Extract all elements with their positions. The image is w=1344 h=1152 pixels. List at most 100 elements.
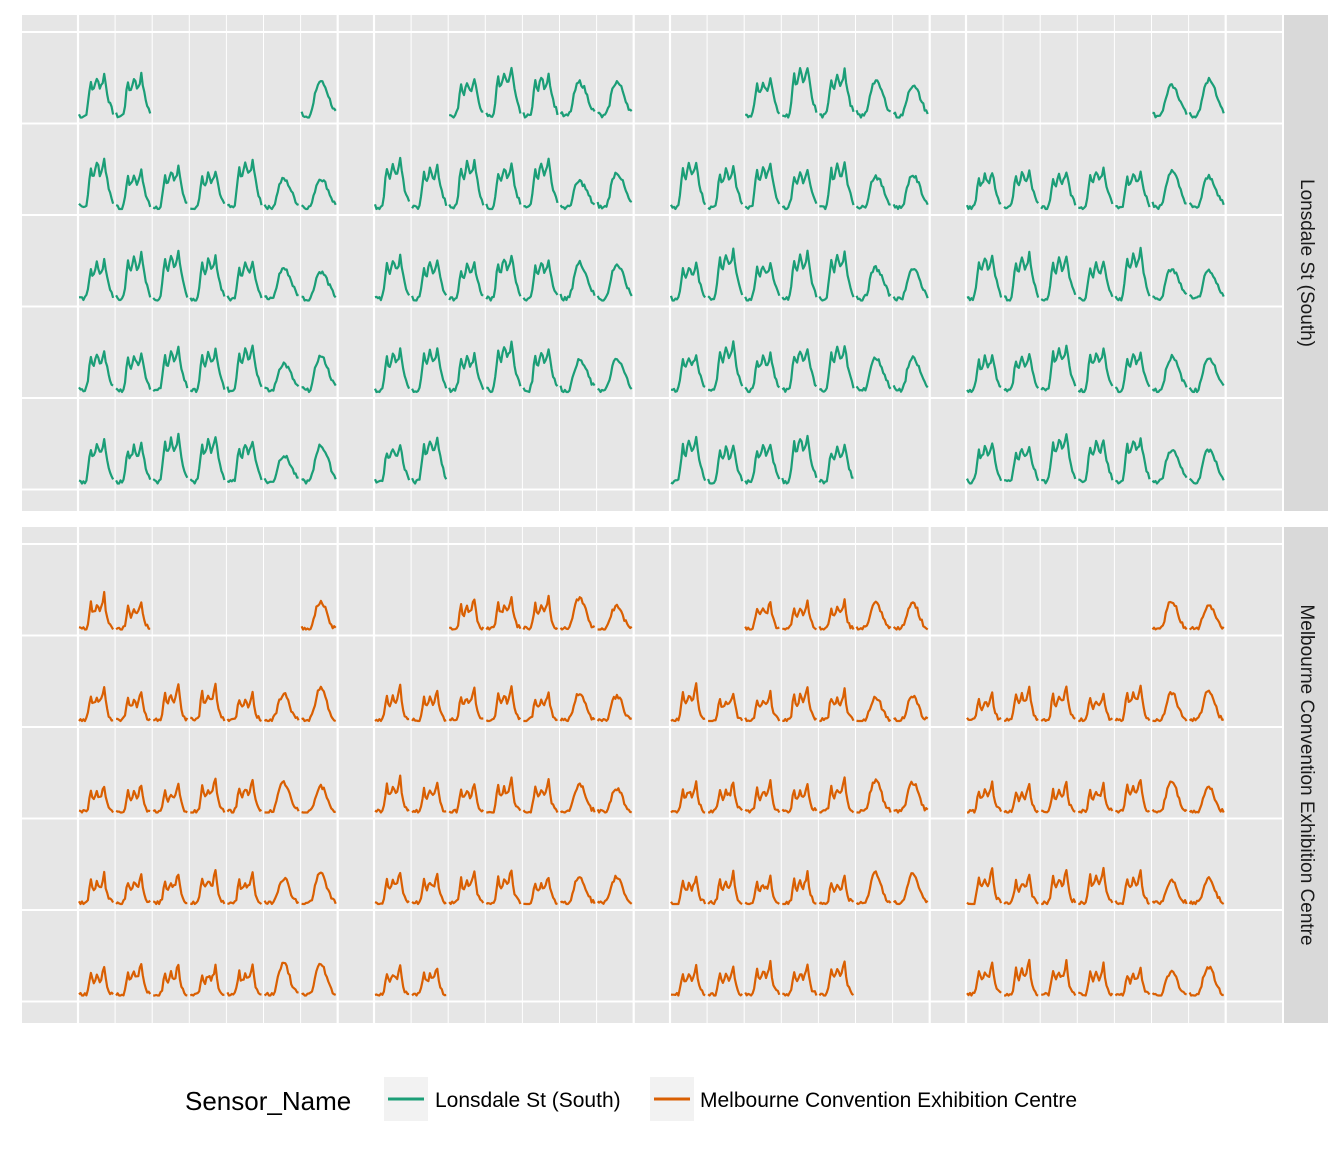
series-line-day bbox=[411, 259, 448, 302]
series-line-day bbox=[893, 780, 929, 814]
series-line-day bbox=[152, 683, 189, 723]
series-line-day bbox=[1114, 246, 1151, 302]
series-line-day bbox=[486, 340, 522, 394]
series-line-day bbox=[559, 79, 596, 118]
series-line-day bbox=[115, 962, 152, 997]
series-line-day bbox=[707, 247, 744, 301]
series-line-day bbox=[115, 873, 151, 906]
series-line-day bbox=[373, 347, 411, 394]
series-line-day bbox=[374, 253, 411, 302]
series-line-day bbox=[300, 599, 337, 631]
series-line-day bbox=[78, 438, 115, 485]
series-line-day bbox=[189, 682, 226, 722]
series-line-day bbox=[226, 778, 263, 814]
series-line-day bbox=[744, 162, 781, 210]
series-line-day bbox=[1077, 166, 1114, 211]
series-line-day bbox=[189, 347, 226, 394]
series-line-day bbox=[448, 598, 485, 631]
series-line-day bbox=[374, 964, 410, 997]
series-line-day bbox=[966, 780, 1003, 814]
series-line-day bbox=[485, 595, 522, 631]
series-line-day bbox=[597, 603, 633, 631]
series-line-day bbox=[78, 685, 114, 723]
series-line-day bbox=[373, 156, 411, 211]
series-line-day bbox=[596, 693, 633, 723]
series-line-day bbox=[1003, 873, 1039, 906]
series-line-day bbox=[190, 170, 226, 211]
series-line-day bbox=[781, 348, 818, 393]
legend-label-lonsdale: Lonsdale St (South) bbox=[435, 1089, 621, 1112]
series-line-day bbox=[708, 692, 744, 723]
series-line-day bbox=[263, 961, 299, 997]
series-line-day bbox=[523, 157, 559, 209]
series-line-day bbox=[1077, 781, 1114, 814]
series-line-day bbox=[893, 694, 929, 723]
series-line-day bbox=[596, 171, 633, 210]
series-line-day bbox=[744, 262, 781, 302]
series-line-day bbox=[1077, 961, 1114, 997]
series-line-day bbox=[300, 79, 337, 119]
series-line-day bbox=[226, 963, 262, 997]
panel-background bbox=[22, 527, 1282, 1023]
series-line-day bbox=[708, 340, 744, 392]
series-line-day bbox=[1004, 958, 1039, 997]
series-line-day bbox=[818, 443, 854, 485]
series-line-day bbox=[707, 965, 743, 997]
series-line-day bbox=[411, 967, 447, 997]
facet-panels: Lonsdale St (South) Melbourne Convention … bbox=[22, 15, 1328, 1023]
series-line-day bbox=[1077, 260, 1114, 302]
series-line-day bbox=[559, 692, 596, 723]
facet-strip-label: Lonsdale St (South) bbox=[1296, 179, 1317, 347]
series-line-day bbox=[670, 875, 707, 906]
series-line-day bbox=[153, 963, 188, 997]
series-line-day bbox=[1151, 353, 1188, 394]
series-line-day bbox=[115, 352, 152, 394]
series-line-day bbox=[1003, 169, 1040, 210]
series-line-day bbox=[1003, 353, 1040, 393]
series-line-day bbox=[1151, 168, 1187, 211]
legend: Sensor_Name Lonsdale St (South) Melbourn… bbox=[185, 1077, 1077, 1121]
series-line-day bbox=[669, 261, 707, 302]
series-line-day bbox=[856, 695, 892, 723]
series-line-day bbox=[1115, 778, 1150, 814]
series-line-day bbox=[448, 870, 485, 906]
series-line-day bbox=[1115, 437, 1151, 485]
series-line-day bbox=[819, 67, 855, 119]
series-line-day bbox=[1041, 868, 1077, 906]
series-line-day bbox=[670, 435, 707, 485]
series-line-day bbox=[1114, 684, 1151, 723]
series-line-day bbox=[411, 163, 448, 210]
series-line-day bbox=[263, 691, 300, 723]
facet-strip bbox=[1284, 527, 1328, 1023]
series-line-day bbox=[892, 268, 929, 302]
series-line-day bbox=[78, 870, 115, 906]
series-line-day bbox=[190, 777, 226, 814]
series-line-day bbox=[966, 254, 1003, 302]
series-line-day bbox=[1188, 448, 1225, 485]
series-line-day bbox=[1115, 170, 1151, 210]
series-line-day bbox=[485, 869, 522, 906]
series-line-day bbox=[523, 876, 558, 906]
series-line-day bbox=[448, 686, 484, 722]
series-line-day bbox=[448, 261, 484, 302]
series-line-day bbox=[78, 785, 115, 814]
series-line-day bbox=[1188, 965, 1224, 997]
series-line-day bbox=[522, 777, 559, 814]
series-line-day bbox=[226, 690, 262, 723]
series-line-day bbox=[966, 442, 1003, 485]
series-line-day bbox=[226, 260, 263, 302]
series-line-day bbox=[818, 598, 855, 631]
series-line-day bbox=[301, 354, 337, 394]
series-line-day bbox=[152, 345, 189, 393]
series-line-day bbox=[264, 780, 300, 814]
series-line-day bbox=[819, 161, 855, 211]
series-line-day bbox=[227, 871, 263, 905]
series-line-day bbox=[782, 599, 818, 631]
series-line-day bbox=[892, 601, 929, 631]
series-line-day bbox=[485, 254, 522, 302]
series-line-day bbox=[301, 871, 337, 906]
series-line-day bbox=[152, 164, 188, 211]
facet-strip-label: Melbourne Convention Exhibition Centre bbox=[1296, 604, 1317, 945]
series-line-day bbox=[855, 600, 892, 631]
series-line-day bbox=[1152, 83, 1188, 119]
